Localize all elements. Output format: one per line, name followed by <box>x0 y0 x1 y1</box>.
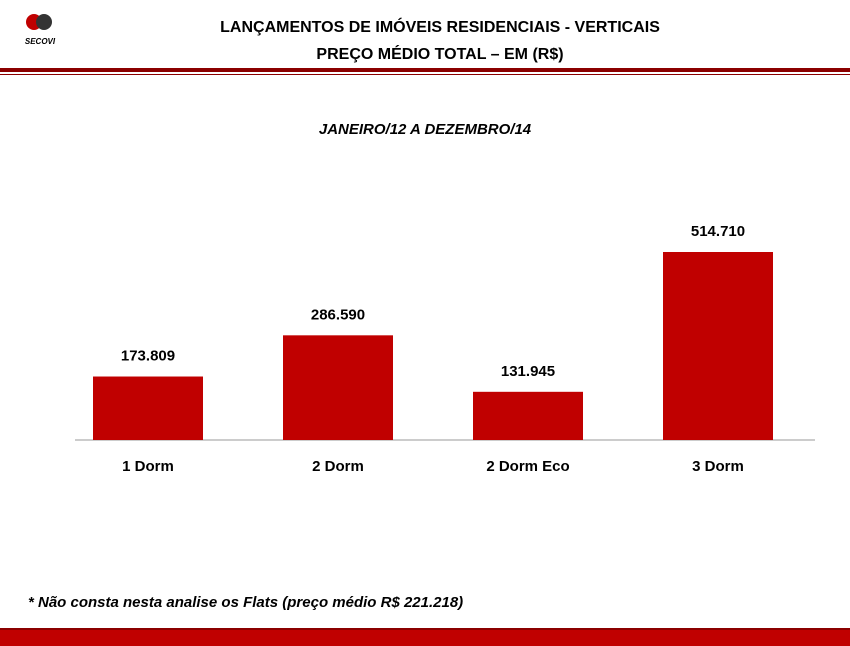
x-tick-label: 3 Dorm <box>692 458 744 475</box>
footer-bar <box>0 630 850 646</box>
value-label: 173.809 <box>121 347 175 364</box>
footnote: * Não consta nesta analise os Flats (pre… <box>28 594 463 611</box>
title-line: LANÇAMENTOS DE IMÓVEIS RESIDENCIAIS - VE… <box>220 17 660 36</box>
value-label: 514.710 <box>691 223 745 240</box>
bar <box>93 376 203 440</box>
bar <box>283 335 393 440</box>
bar <box>663 252 773 440</box>
footer-rule <box>0 628 850 630</box>
logo-text: SECOVI <box>25 37 56 46</box>
bar <box>473 391 583 440</box>
header-rule <box>0 68 850 72</box>
header-rule <box>0 74 850 75</box>
value-label: 131.945 <box>501 363 555 380</box>
x-tick-label: 2 Dorm Eco <box>486 458 569 475</box>
logo-mark <box>36 14 52 30</box>
value-label: 286.590 <box>311 306 365 323</box>
x-tick-label: 1 Dorm <box>122 458 174 475</box>
logo: SECOVI <box>25 14 56 46</box>
title-line: PREÇO MÉDIO TOTAL – EM (R$) <box>316 44 563 63</box>
subtitle: JANEIRO/12 A DEZEMBRO/14 <box>319 121 532 138</box>
x-tick-label: 2 Dorm <box>312 458 364 475</box>
